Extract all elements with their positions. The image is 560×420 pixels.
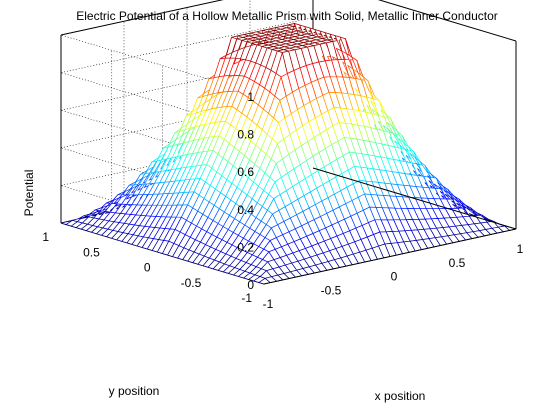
gridline-z-back [60,17,314,73]
x-tick-label: -1 [263,297,274,311]
y-tick-label: 1 [42,230,49,244]
z-tick-label: 0 [247,278,254,292]
y-tick-labels: -1 -0.5 0 0.5 1 [42,230,252,305]
x-axis-label: x position [375,389,426,403]
x-axis-line [263,228,517,285]
gridline-z-back [60,0,223,36]
x-tick-labels: -1 -0.5 0 0.5 1 [263,242,524,311]
x-tick-label: 1 [517,242,524,256]
z-tick-label: 0.8 [237,128,254,142]
box-edge-right-floor [312,167,517,230]
z-axis-label: Potential [22,170,36,217]
gridline-z-left [60,34,265,97]
y-tick-label: -1 [241,291,252,305]
z-tick-label: 0.4 [237,203,254,217]
z-tick-label: 0.2 [237,240,254,254]
gridline-z-back [60,130,314,186]
z-tick-label: 1 [247,90,254,104]
y-tick-label: 0.5 [83,245,100,259]
z-tick-label: 0.6 [237,165,254,179]
z-tick-labels: 0 0.2 0.4 0.6 0.8 1 [237,90,254,292]
gridline-z-back [60,54,314,111]
axes-box-front [263,167,517,285]
gridline-z-left [60,109,265,172]
y-tick-label: 0 [144,261,151,275]
x-tick-label: 0.5 [449,256,466,270]
box-edge-right-top [377,0,517,42]
surface-mesh [60,22,517,285]
gridline-z-back [60,92,314,149]
chart-title: Electric Potential of a Hollow Metallic … [76,9,498,23]
y-axis-label: y position [109,384,160,398]
x-tick-label: -0.5 [321,283,342,297]
x-tick-label: 0 [391,270,398,284]
y-tick-label: -0.5 [181,276,202,290]
